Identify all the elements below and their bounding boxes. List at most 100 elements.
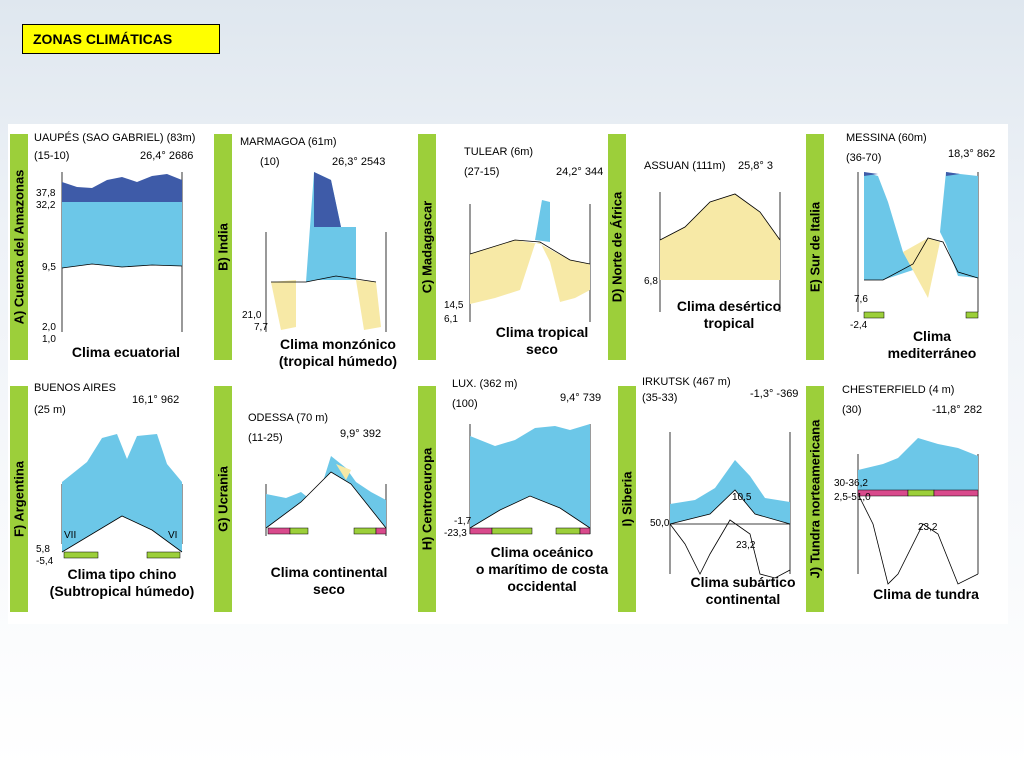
axis-value: 2,5-51,0 (834, 492, 871, 503)
side-label: A) Cuenca del Amazonas (11, 169, 27, 325)
station-name: LUX. (362 m) (452, 378, 518, 390)
station-stats: 18,3° 862 (948, 148, 996, 160)
side-label: J) Tundra norteamericana (807, 419, 823, 579)
panel-h: H) Centroeuropa LUX. (362 m) (100) 9,4° … (418, 376, 614, 618)
station-name: TULEAR (6m) (464, 146, 534, 158)
panel-caption: Clima tipo chino (Subtropical húmedo) (49, 566, 195, 599)
station-stats: -11,8° 282 (932, 404, 983, 416)
axis-value: 32,2 (36, 200, 56, 211)
station-name: CHESTERFIELD (4 m) (842, 384, 955, 396)
station-years: (35-33) (642, 392, 678, 404)
station-years: (30) (842, 404, 862, 416)
axis-value: 5,8 (36, 544, 50, 555)
axis-value: -1,7 (454, 516, 472, 527)
month-label: VII (64, 530, 77, 541)
inner-value: 23,2 (918, 522, 938, 533)
axis-value: -23,3 (444, 528, 467, 539)
station-years: (27-15) (464, 166, 500, 178)
slide-title: ZONAS CLIMÁTICAS (22, 24, 220, 54)
station-years: (11-25) (248, 432, 283, 444)
axis-value: 7,7 (254, 322, 268, 333)
axis-value: -2,4 (850, 320, 868, 331)
side-label-bar: B) India (214, 134, 232, 360)
climograph (61, 434, 183, 559)
side-label-bar: I) Siberia (618, 386, 636, 612)
panel-caption: Clima oceánico o marítimo de costa occiden… (475, 544, 609, 594)
panel-e: E) Sur de Italia MESSINA (60m) (36-70) 1… (806, 124, 1002, 366)
axis-value: 7,6 (854, 294, 868, 305)
station-stats: 16,1° 962 (132, 394, 180, 406)
station-name: MESSINA (60m) (846, 132, 927, 144)
panel-caption: Clima de tundra (873, 586, 979, 602)
climograph (265, 456, 387, 536)
station-name: BUENOS AIRES (34, 382, 116, 394)
side-label: C) Madagascar (419, 200, 435, 294)
side-label-bar: F) Argentina (10, 386, 28, 612)
climate-diagrams-figure: A) Cuenca del Amazonas UAUPÉS (SAO GABRI… (8, 124, 1008, 624)
climograph (61, 172, 183, 332)
axis-value: 9,5 (42, 262, 56, 273)
side-label-bar: A) Cuenca del Amazonas (10, 134, 28, 360)
axis-value: 1,0 (42, 334, 56, 345)
side-label: F) Argentina (11, 460, 27, 538)
axis-value: 50,0 (650, 518, 670, 529)
panel-caption: Clima tropical seco (495, 324, 589, 357)
station-name: ASSUAN (111m) (644, 160, 726, 172)
axis-value: 2,0 (42, 322, 56, 333)
axis-value: -5,4 (36, 556, 54, 567)
climograph (659, 192, 781, 312)
station-years: (10) (260, 156, 280, 168)
side-label: B) India (215, 223, 231, 271)
side-label: H) Centroeuropa (419, 447, 435, 551)
station-stats: 9,9° 392 (340, 428, 382, 440)
station-stats: 26,3° 2543 (332, 156, 386, 168)
climograph (857, 438, 979, 585)
station-name: MARMAGOA (61m) (240, 136, 337, 148)
axis-value: 6,8 (644, 276, 658, 287)
panel-caption: Clima ecuatorial (71, 344, 181, 360)
panel-caption: Clima continental seco (270, 564, 388, 597)
station-name: UAUPÉS (SAO GABRIEL) (83m) (34, 132, 196, 144)
climograph (469, 424, 591, 535)
axis-value: 21,0 (242, 310, 262, 321)
panel-caption: Clima mediterráneo (887, 328, 977, 361)
panel-g: G) Ucrania ODESSA (70 m) (11-25) 9,9° 39… (214, 376, 410, 618)
panel-a: A) Cuenca del Amazonas UAUPÉS (SAO GABRI… (10, 124, 206, 366)
inner-value: 23,2 (736, 540, 756, 551)
station-stats: 25,8° 3 (738, 160, 773, 172)
panel-caption: Clima monzónico (tropical húmedo) (278, 336, 398, 369)
station-years: (25 m) (34, 404, 66, 416)
climograph (469, 200, 591, 322)
month-label: VI (168, 530, 178, 541)
panel-caption: Clima desértico tropical (676, 298, 782, 331)
side-label-bar: G) Ucrania (214, 386, 232, 612)
inner-value: 10,5 (732, 492, 752, 503)
side-label-bar: J) Tundra norteamericana (806, 386, 824, 612)
panel-d: D) Norte de África ASSUAN (111m) 25,8° 3… (608, 124, 804, 366)
axis-value: 6,1 (444, 314, 458, 325)
station-years: (36-70) (846, 152, 882, 164)
station-name: IRKUTSK (467 m) (642, 376, 731, 388)
side-label: I) Siberia (619, 471, 635, 527)
side-label-bar: H) Centroeuropa (418, 386, 436, 612)
panel-f: F) Argentina BUENOS AIRES (25 m) 16,1° 9… (10, 376, 206, 618)
station-stats: -1,3° -369 (750, 388, 799, 400)
axis-value: 37,8 (36, 188, 56, 199)
panel-c: C) Madagascar TULEAR (6m) (27-15) 24,2° … (418, 124, 614, 366)
side-label: G) Ucrania (215, 466, 231, 532)
side-label: D) Norte de África (609, 191, 625, 303)
side-label: E) Sur de Italia (807, 201, 823, 293)
station-stats: 9,4° 739 (560, 392, 602, 404)
station-stats: 26,4° 2686 (140, 150, 194, 162)
axis-value: 30-36,2 (834, 478, 868, 489)
side-label-bar: C) Madagascar (418, 134, 436, 360)
panel-j: J) Tundra norteamericana CHESTERFIELD (4… (806, 376, 1002, 618)
station-years: (100) (452, 398, 478, 410)
side-label-bar: E) Sur de Italia (806, 134, 824, 360)
side-label-bar: D) Norte de África (608, 134, 626, 360)
climograph (669, 432, 791, 579)
station-stats: 24,2° 344 (556, 166, 604, 178)
panel-i: I) Siberia IRKUTSK (467 m) (35-33) -1,3°… (618, 376, 814, 618)
panel-caption: Clima subártico continental (690, 574, 796, 607)
station-years: (15-10) (34, 150, 70, 162)
